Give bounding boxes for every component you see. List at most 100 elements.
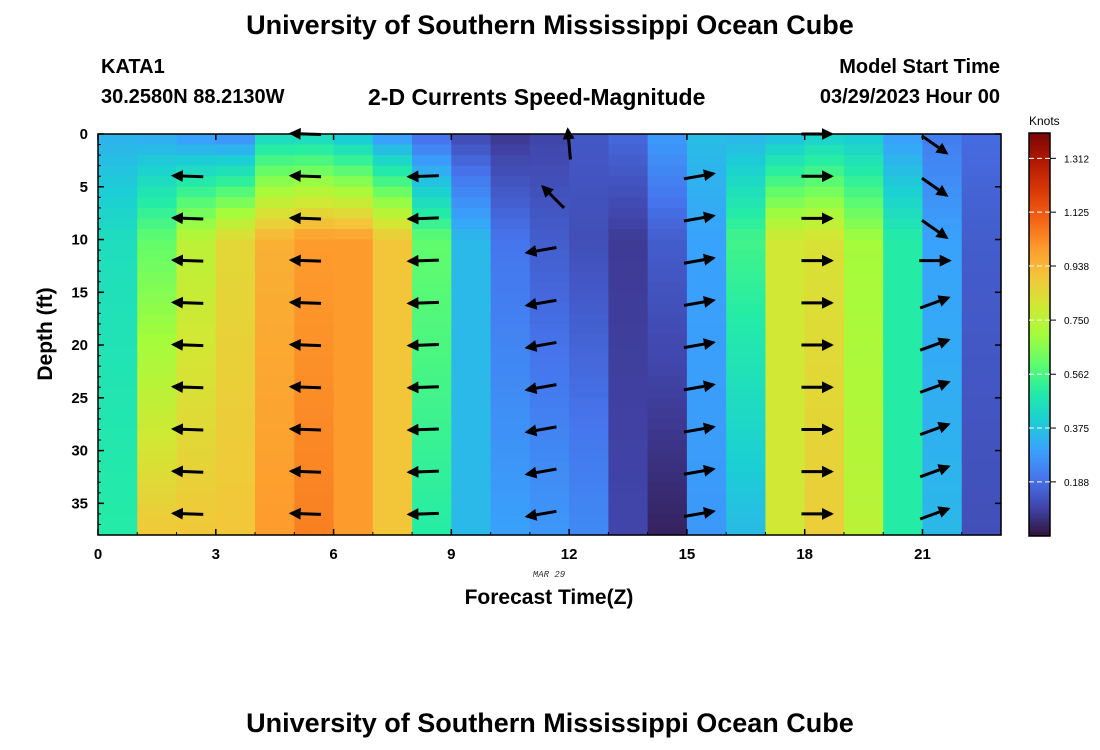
heatmap-cell [686,513,727,526]
current-vector-arrow [288,254,322,267]
heatmap-cell [333,503,374,515]
heatmap-cell [137,408,178,420]
heatmap-cell [765,218,806,230]
heatmap-cell [333,228,374,241]
heatmap-cell [215,228,256,241]
heatmap-cell [883,397,924,409]
heatmap-cell [137,492,178,504]
heatmap-cell [137,461,178,473]
current-vector-arrow [524,297,557,310]
current-vector-arrow [919,506,951,521]
heatmap-cell [883,376,924,388]
heatmap-cell [883,524,924,536]
heatmap-cell [215,218,256,230]
heatmap-cell [412,334,452,346]
heatmap-cell [726,165,767,177]
current-vector-arrow [406,465,439,478]
heatmap-cell [608,387,649,399]
heatmap-cell [451,450,492,462]
heatmap-cell [726,228,767,241]
heatmap-cell [922,134,963,146]
heatmap-cell [726,239,767,251]
heatmap-cell [883,461,924,473]
heatmap-cell [451,207,492,220]
heatmap-cell [922,492,963,504]
heatmap-cell [294,513,335,526]
heatmap-cell [333,397,374,409]
heatmap-cell [294,429,335,441]
heatmap-cell [255,334,295,346]
heatmap-cell [490,440,531,452]
heatmap-cell [294,334,335,346]
heatmap-cell [961,134,1002,146]
heatmap-cell [451,376,492,388]
heatmap-cell [333,450,374,462]
heatmap-cell [883,260,924,272]
heatmap-cell [765,440,806,452]
heatmap-cell [98,345,138,357]
heatmap-cell [215,450,256,462]
heatmap-cell [843,397,884,409]
heatmap-cell [294,471,335,483]
heatmap-cell [412,345,452,357]
heatmap-cell [451,144,492,156]
heatmap-cell [255,228,295,241]
heatmap-cell [215,482,256,494]
heatmap-cell [883,482,924,494]
heatmap-cell [922,503,963,515]
heatmap-cell [765,186,806,198]
heatmap-cell [804,281,845,293]
heatmap-cell [412,207,452,220]
heatmap-cell [569,134,609,146]
heatmap-cell [176,482,217,494]
heatmap-cell [255,250,295,262]
heatmap-cell [490,165,531,177]
heatmap-cell [529,408,570,420]
heatmap-cell [529,144,570,156]
current-vector-arrow [683,507,716,519]
heatmap-cell [255,281,295,293]
heatmap-cell [98,281,138,293]
heatmap-cell [490,176,531,188]
heatmap-cell [569,397,609,409]
heatmap-cell [137,440,178,452]
heatmap-cell [765,271,806,283]
heatmap-cell [490,355,531,367]
heatmap-cell [412,376,452,388]
heatmap-cell [804,134,845,146]
heatmap-cell [255,186,295,198]
heatmap-cell [883,418,924,431]
heatmap-cell [412,397,452,409]
heatmap-cell [215,207,256,220]
heatmap-cell [451,239,492,251]
heatmap-cell [765,418,806,431]
heatmap-cell [569,271,609,283]
heatmap-cell [255,260,295,272]
heatmap-cell [608,207,649,220]
heatmap-cell [372,429,413,441]
x-tick-label: 0 [94,546,102,563]
heatmap-cell [726,292,767,304]
heatmap-cell [215,461,256,473]
heatmap-cell [686,524,727,536]
current-vector-arrow [170,296,204,309]
heatmap-cell [765,155,806,167]
footer-title: University of Southern Mississippi Ocean… [246,708,854,738]
heatmap-cell [255,376,295,388]
heatmap-cell [569,239,609,251]
x-axis-label: Forecast Time(Z) [465,586,634,609]
heatmap-cell [569,387,609,399]
heatmap-cell [137,281,178,293]
heatmap-cell [372,134,413,146]
heatmap-cell [490,155,531,167]
heatmap-cell [255,513,295,526]
heatmap-cell [137,197,178,209]
heatmap-cell [765,313,806,325]
heatmap-cell [137,323,178,336]
heatmap-cell [255,418,295,431]
heatmap-cell [372,271,413,283]
heatmap-cell [883,355,924,367]
heatmap-cell [647,450,688,462]
heatmap-cell [726,334,767,346]
heatmap-cell [765,323,806,336]
